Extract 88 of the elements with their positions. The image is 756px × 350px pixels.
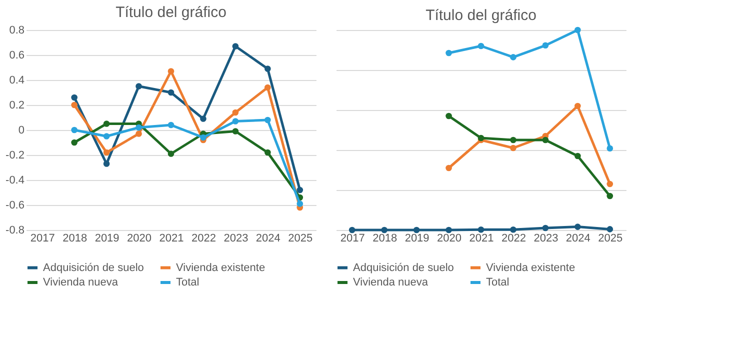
chart-title: Título del gráfico xyxy=(426,6,536,24)
legend-label: Vivienda existente xyxy=(486,262,576,274)
y-tick-label: -0.8 xyxy=(6,224,24,236)
x-tick-label: 2023 xyxy=(534,232,558,244)
point xyxy=(264,66,271,72)
point xyxy=(232,109,239,116)
point xyxy=(168,89,174,96)
legend-label: Vivienda nueva xyxy=(43,276,119,288)
x-tick-label: 2025 xyxy=(598,232,623,244)
point xyxy=(478,226,484,233)
x-tick-label: 2024 xyxy=(566,232,590,244)
point xyxy=(542,136,549,144)
point xyxy=(606,226,614,232)
point xyxy=(296,186,304,194)
point xyxy=(232,43,239,50)
point xyxy=(200,134,206,141)
point xyxy=(136,83,142,90)
x-tick-label: 2021 xyxy=(159,232,184,244)
y-tick-label: 0.6 xyxy=(9,50,24,62)
point xyxy=(478,42,484,50)
point xyxy=(446,50,452,56)
point xyxy=(381,226,388,234)
point xyxy=(103,133,110,140)
x-tick-label: 2020 xyxy=(127,232,152,244)
point xyxy=(264,149,271,156)
point xyxy=(232,128,239,134)
point xyxy=(574,26,581,34)
point xyxy=(168,68,174,74)
x-tick-label: 2018 xyxy=(372,232,398,244)
legend-label: Total xyxy=(176,276,200,288)
point xyxy=(71,139,78,146)
point xyxy=(71,102,78,108)
point xyxy=(606,180,614,188)
chart-title: Título del gráfico xyxy=(116,4,226,21)
x-tick-label: 2020 xyxy=(437,232,462,244)
point xyxy=(136,124,142,131)
legend-label: Total xyxy=(486,276,510,288)
x-tick-label: 2021 xyxy=(469,232,494,244)
x-tick-label: 2017 xyxy=(30,232,55,244)
point xyxy=(348,226,356,234)
y-tick-label: -0.4 xyxy=(6,174,24,186)
point xyxy=(264,84,271,91)
point xyxy=(446,226,452,234)
legend-label: Vivienda existente xyxy=(176,262,266,274)
y-tick-label: 0.4 xyxy=(9,74,24,86)
point xyxy=(71,94,78,101)
point xyxy=(606,145,614,152)
y-tick-label: -0.6 xyxy=(6,200,24,212)
point xyxy=(510,226,516,233)
x-tick-label: 2017 xyxy=(340,232,365,244)
point xyxy=(103,149,110,156)
x-tick-label: 2025 xyxy=(288,232,313,244)
legend-label: Vivienda nueva xyxy=(353,276,429,288)
point xyxy=(136,130,142,137)
y-tick-label: 0.8 xyxy=(9,24,24,36)
point xyxy=(574,224,581,230)
point xyxy=(168,122,174,128)
point xyxy=(542,42,549,49)
x-tick-label: 2022 xyxy=(191,232,216,244)
x-tick-label: 2019 xyxy=(404,232,430,244)
point xyxy=(232,118,239,124)
x-tick-label: 2023 xyxy=(224,232,248,244)
point xyxy=(574,102,581,110)
point xyxy=(606,192,614,200)
legend-label: Adquisición de suelo xyxy=(353,262,454,274)
legend-label: Adquisición de suelo xyxy=(43,262,144,274)
point xyxy=(168,150,174,157)
point xyxy=(446,164,452,172)
point xyxy=(103,160,110,167)
point xyxy=(542,224,549,232)
y-tick-label: 0.2 xyxy=(9,100,24,112)
point xyxy=(413,226,420,234)
point xyxy=(446,112,452,120)
point xyxy=(200,116,206,122)
point xyxy=(510,136,516,144)
point xyxy=(574,152,581,160)
x-tick-label: 2019 xyxy=(94,232,120,244)
point xyxy=(264,116,271,124)
y-tick-label: -0.2 xyxy=(6,150,24,162)
point xyxy=(296,200,304,207)
x-tick-label: 2024 xyxy=(256,232,280,244)
point xyxy=(103,120,110,127)
point xyxy=(71,126,78,134)
point xyxy=(510,54,516,60)
x-tick-label: 2018 xyxy=(62,232,88,244)
y-tick-label: 0 xyxy=(18,124,24,136)
point xyxy=(510,144,516,152)
x-tick-label: 2022 xyxy=(501,232,526,244)
